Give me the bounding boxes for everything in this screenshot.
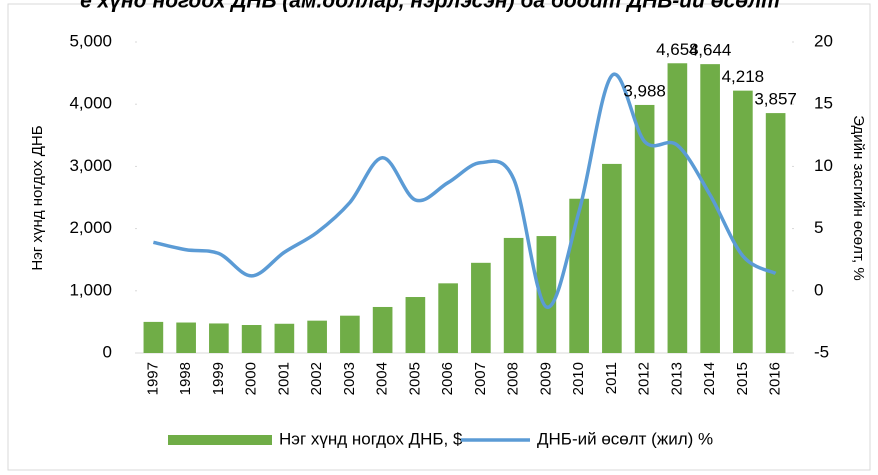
bar [405,297,426,353]
chart-title: е хүнд ногдох ДНБ (ам.доллар, нэрлэсэн) … [80,0,780,13]
y-tick-label: 3,000 [69,156,112,175]
x-tick-label: 2014 [701,362,718,395]
bar [765,113,786,353]
bar [340,315,360,353]
bar [143,321,164,353]
bar [503,237,524,353]
legend-label: Нэг хүнд ногдох ДНБ, $ [279,429,463,448]
x-tick-label: 2016 [767,362,784,395]
y2-axis-title: Эдийн засгийн өсөлт, % [850,115,867,280]
bar [176,322,196,353]
bar [569,198,589,353]
data-label: 4,218 [722,67,765,86]
x-tick-label: 2015 [734,362,751,395]
x-tick-label: 2006 [439,362,456,395]
data-label: 4,644 [689,41,732,60]
x-tick-label: 2007 [472,362,489,395]
y-tick-label: 5,000 [69,31,112,50]
x-tick-label: 2013 [668,362,685,395]
y2-tick-label: -5 [814,342,829,361]
x-tick-label: 2005 [406,362,423,395]
y2-tick-label: 0 [814,280,823,299]
x-tick-label: 2004 [374,362,391,395]
x-tick-label: 2001 [275,362,292,395]
bar [536,236,557,353]
bar [438,283,458,353]
bar [733,90,753,353]
y-tick-label: 4,000 [69,94,112,113]
x-tick-label: 2000 [243,362,260,395]
legend-swatch [168,435,272,445]
bar [634,104,655,353]
chart-border [7,3,871,471]
bar [667,63,688,353]
x-tick-label: 2011 [603,362,620,394]
bar [307,320,327,353]
x-tick-label: 2003 [341,362,358,395]
y-tick-label: 2,000 [69,218,112,237]
y2-tick-label: 20 [814,31,833,50]
bar [700,64,720,354]
y-tick-label: 0 [103,342,112,361]
x-tick-label: 1999 [210,362,227,395]
y2-tick-label: 10 [814,156,833,175]
data-label: 3,857 [754,90,797,109]
x-tick-label: 2009 [537,362,554,395]
legend-label: ДНБ-ий өсөлт (жил) % [537,429,713,448]
bar [241,325,262,353]
x-tick-label: 2002 [308,362,325,395]
y-tick-label: 1,000 [69,280,112,299]
x-tick-label: 1997 [144,362,161,395]
y2-tick-label: 15 [814,94,833,113]
bar [209,323,229,353]
y-axis-title: Нэг хүнд ногдох ДНБ [29,125,46,270]
line [152,72,777,309]
x-tick-label: 2008 [505,362,522,395]
bar [274,323,295,353]
x-tick-label: 2010 [570,362,587,395]
y2-tick-label: 5 [814,218,823,237]
x-tick-label: 2012 [636,362,653,395]
bar [602,163,622,353]
x-tick-label: 1998 [177,362,194,395]
data-label: 4,658 [656,40,699,59]
bar [372,306,393,353]
bar [471,262,491,353]
data-label: 3,988 [623,81,666,100]
